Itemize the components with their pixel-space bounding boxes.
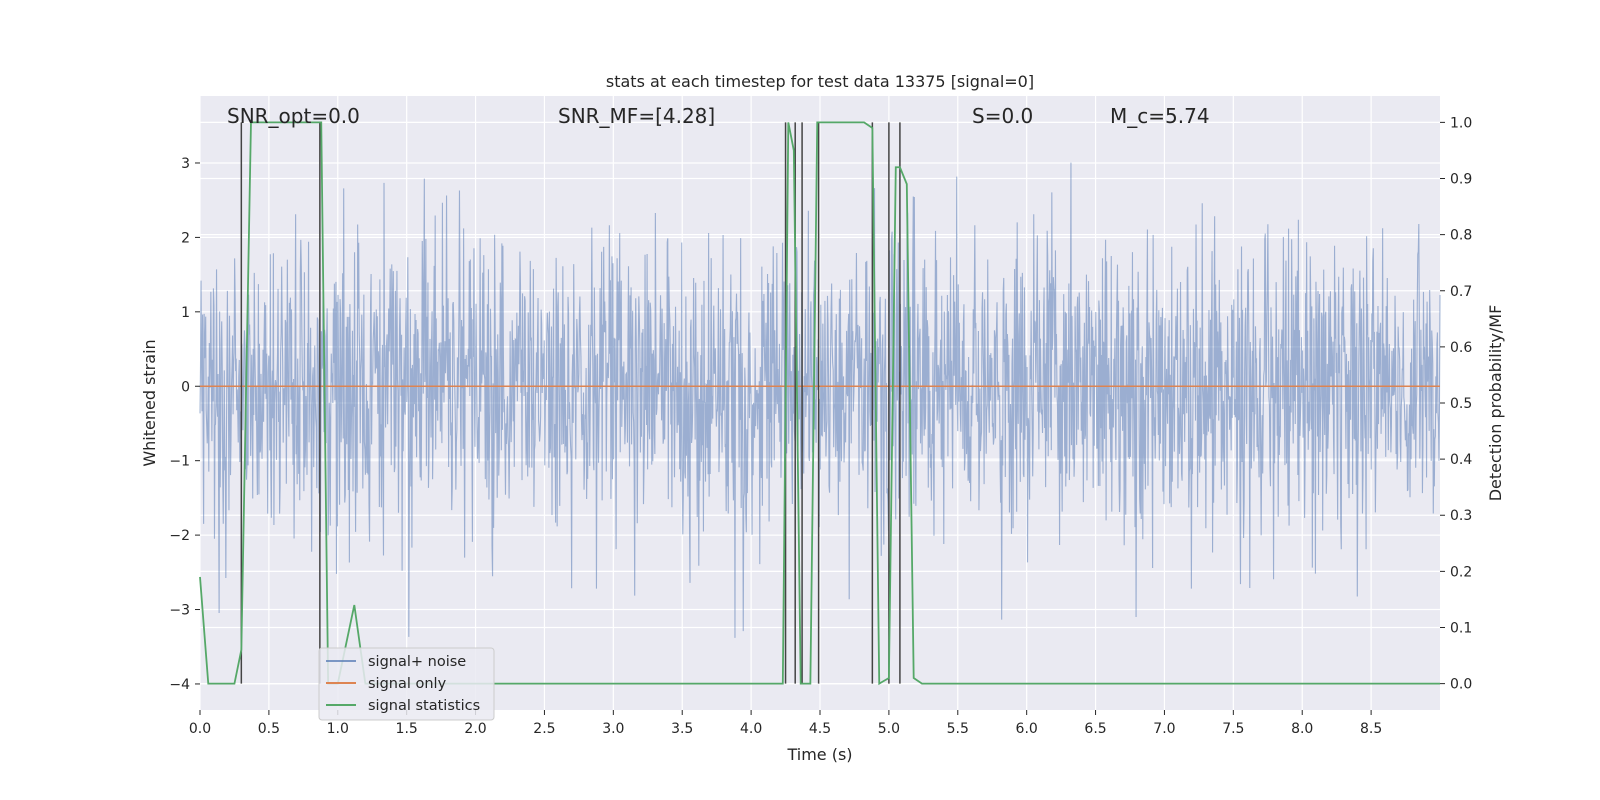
y-tick-label: −2 xyxy=(169,528,190,544)
x-tick-label: 6.0 xyxy=(1016,721,1038,737)
x-tick-label: 7.5 xyxy=(1222,721,1244,737)
y-right-tick-label: 0.5 xyxy=(1450,396,1472,412)
x-axis-label: Time (s) xyxy=(786,745,852,764)
y-tick-label: 2 xyxy=(181,230,190,246)
y-right-tick-label: 0.4 xyxy=(1450,452,1472,468)
x-tick-label: 3.5 xyxy=(671,721,693,737)
x-tick-label: 7.0 xyxy=(1153,721,1175,737)
statistics-line xyxy=(199,121,1440,686)
annotation-snr-opt: SNR_opt=0.0 xyxy=(227,104,360,128)
y-right-tick-label: 0.7 xyxy=(1450,284,1472,300)
x-tick-label: 1.5 xyxy=(396,721,418,737)
x-tick-label: 2.0 xyxy=(464,721,486,737)
y-right-tick-label: 1.0 xyxy=(1450,115,1472,131)
annotation-mc: M_c=5.74 xyxy=(1110,104,1210,128)
legend: signal+ noise signal only signal statist… xyxy=(318,647,495,721)
y-right-tick-label: 0.3 xyxy=(1450,508,1472,524)
statistics-series xyxy=(199,121,1440,686)
x-tick-label: 2.5 xyxy=(533,721,555,737)
legend-label-stats: signal statistics xyxy=(368,698,480,714)
y-right-tick-label: 0.1 xyxy=(1450,620,1472,636)
y-tick-label: −3 xyxy=(169,603,190,619)
y-tick-label: −1 xyxy=(169,454,190,470)
x-tick-label: 0.0 xyxy=(189,721,211,737)
noise-series xyxy=(199,162,1441,638)
chart-title: stats at each timestep for test data 133… xyxy=(606,72,1034,91)
x-tick-label: 1.0 xyxy=(327,721,349,737)
y-tick-label: −4 xyxy=(169,677,190,693)
y-right-tick-label: 0.0 xyxy=(1450,677,1472,693)
y-tick-label: 3 xyxy=(181,156,190,172)
legend-label-noise: signal+ noise xyxy=(368,654,466,670)
y-right-axis-label: Detection probability/MF xyxy=(1486,305,1505,502)
y-tick-label: 1 xyxy=(181,305,190,321)
legend-box xyxy=(318,647,495,721)
x-tick-label: 0.5 xyxy=(258,721,280,737)
x-tick-label: 4.5 xyxy=(809,721,831,737)
annotation-s: S=0.0 xyxy=(972,104,1033,128)
x-tick-label: 4.0 xyxy=(740,721,762,737)
y-right-tick-label: 0.2 xyxy=(1450,564,1472,580)
x-axis-ticks: 0.0 0.5 1.0 1.5 2.0 2.5 3.0 3.5 4.0 4.5 5.0 5.5 6.0 6… xyxy=(189,710,1382,737)
y-tick-label: 0 xyxy=(181,379,190,395)
x-tick-label: 5.5 xyxy=(947,721,969,737)
y-right-axis-ticks: 0.0 0.1 0.2 0.3 0.4 0.5 0.6 0.7 0.8 0.9 1.0 xyxy=(1440,115,1472,693)
noise-line xyxy=(199,162,1441,638)
x-tick-label: 8.5 xyxy=(1360,721,1382,737)
y-right-tick-label: 0.6 xyxy=(1450,340,1472,356)
x-tick-label: 8.0 xyxy=(1291,721,1313,737)
y-axis-ticks: −4 −3 −2 −1 0 1 2 3 xyxy=(169,156,200,693)
x-tick-label: 3.0 xyxy=(602,721,624,737)
y-right-tick-label: 0.8 xyxy=(1450,228,1472,244)
y-axis-label: Whitened strain xyxy=(140,339,159,466)
legend-label-signal: signal only xyxy=(368,676,447,692)
x-tick-label: 6.5 xyxy=(1084,721,1106,737)
x-tick-label: 5.0 xyxy=(878,721,900,737)
annotation-snr-mf: SNR_MF=[4.28] xyxy=(558,104,715,128)
y-right-tick-label: 0.9 xyxy=(1450,172,1472,188)
